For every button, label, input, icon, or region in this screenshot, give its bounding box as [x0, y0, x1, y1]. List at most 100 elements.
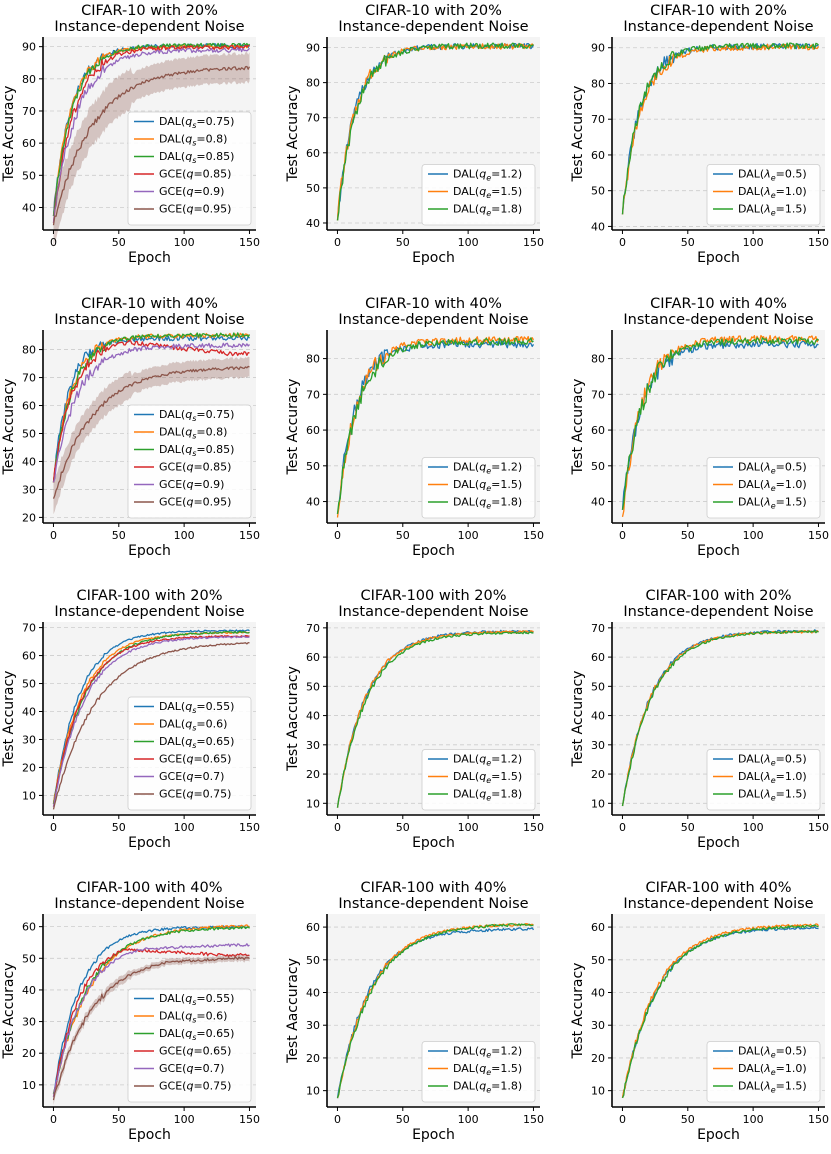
y-tick-label: 80	[306, 353, 320, 366]
x-tick-label: 0	[334, 236, 341, 249]
y-tick-label: 50	[22, 427, 36, 440]
legend-box	[706, 1041, 821, 1103]
legend-suffix: =0.85)	[193, 168, 231, 181]
legend-subscript: s	[192, 1033, 196, 1042]
x-tick-label: 0	[334, 529, 341, 542]
legend-subscript: s	[192, 998, 196, 1007]
legend-box	[421, 457, 536, 519]
legend-entry: DAL(λe=0.5)	[738, 753, 807, 768]
legend-subscript: e	[771, 484, 776, 493]
y-tick-label: 20	[306, 1052, 320, 1065]
legend-suffix: =1.5)	[491, 185, 522, 198]
legend-entry: GCE(q=0.75)	[159, 1080, 231, 1093]
legend-suffix: =1.5)	[491, 478, 522, 491]
x-axis-label: Epoch	[697, 543, 740, 559]
legend: DAL(λe=0.5)DAL(λe=1.0)DAL(λe=1.5)	[706, 1041, 821, 1103]
series-line-2	[336, 43, 535, 221]
subplot-11: 10 20 30 40 50 60 0 50 100 150 CIFAR-100 with 40%I…	[285, 880, 544, 1143]
y-axis-label: Test Accuracy	[1, 671, 17, 768]
legend-subscript: s	[192, 741, 196, 750]
legend-entry: DAL(qe=1.8)	[453, 203, 522, 218]
legend-suffix: =0.5)	[776, 168, 807, 181]
legend-entry: DAL(qs=0.85)	[159, 150, 234, 165]
legend-symbol: q	[185, 735, 192, 748]
series-line-1	[52, 335, 251, 483]
subplot-4: 20 30 40 50 60 70 80 0 50 100 150 CIFAR-10 with 40%…	[1, 296, 260, 559]
legend-symbol: q	[185, 700, 192, 713]
subplot-6: 40 50 60 70 80 0 50 100 150 CIFAR-10 with 40%Inst…	[570, 296, 829, 559]
legend-entry: DAL(λe=1.5)	[738, 788, 807, 803]
legend-entry: DAL(qe=1.8)	[453, 788, 522, 803]
legend-subscript: e	[771, 209, 776, 218]
y-tick-label: 10	[591, 1085, 605, 1098]
legend-entry: DAL(qe=1.5)	[453, 1062, 522, 1077]
legend-prefix: DAL(	[159, 133, 185, 146]
legend-entry: GCE(q=0.85)	[159, 461, 231, 474]
legend-prefix: GCE(	[159, 1045, 186, 1058]
legend-symbol: q	[479, 461, 486, 474]
y-tick-label: 40	[22, 984, 36, 997]
legend-suffix: =0.5)	[776, 753, 807, 766]
legend-symbol: q	[186, 203, 193, 216]
legend-suffix: =0.5)	[776, 1045, 807, 1058]
legend-prefix: DAL(	[738, 496, 764, 509]
legend-suffix: =0.75)	[193, 788, 231, 801]
legend-symbol: q	[186, 185, 193, 198]
y-tick-label: 40	[306, 987, 320, 1000]
subplot-9: 10 20 30 40 50 60 70 0 50 100 150 CIFAR-100 with 20…	[570, 588, 829, 851]
legend-symbol: q	[479, 185, 486, 198]
legend-entry: DAL(qe=1.5)	[453, 478, 522, 493]
chart-subtitle: Instance-dependent Noise	[54, 19, 244, 35]
legend-subscript: s	[192, 156, 196, 165]
legend: DAL(λe=0.5)DAL(λe=1.0)DAL(λe=1.5)	[706, 749, 821, 811]
y-axis-label: Test Accuracy	[570, 671, 586, 768]
y-tick-label: 80	[591, 353, 605, 366]
legend-prefix: DAL(	[453, 478, 479, 491]
subplot-12: 10 20 30 40 50 60 0 50 100 150 CIFAR-100 with 40%I…	[570, 880, 829, 1143]
legend-subscript: e	[486, 502, 491, 511]
y-tick-label: 30	[306, 1019, 320, 1032]
series-line-6	[52, 641, 250, 810]
x-tick-label: 150	[523, 1113, 544, 1126]
legend-suffix: =0.75)	[196, 408, 234, 421]
legend-prefix: DAL(	[738, 770, 764, 783]
x-tick-label: 0	[334, 821, 341, 834]
legend-suffix: =1.2)	[491, 461, 522, 474]
legend-prefix: DAL(	[159, 115, 185, 128]
legend-suffix: =0.65)	[193, 753, 231, 766]
legend-prefix: DAL(	[738, 185, 764, 198]
y-axis-label: Test Aaccuracy	[285, 666, 301, 772]
legend-symbol: λ	[763, 203, 771, 216]
y-tick-label: 60	[306, 424, 320, 437]
legend-entry: DAL(qs=0.75)	[159, 408, 234, 423]
y-tick-label: 70	[306, 388, 320, 401]
legend-prefix: GCE(	[159, 185, 186, 198]
y-tick-label: 90	[591, 42, 605, 55]
legend-box	[127, 988, 252, 1103]
legend-suffix: =1.5)	[776, 1080, 807, 1093]
series-line-4	[52, 948, 250, 1098]
x-tick-label: 150	[808, 529, 829, 542]
legend-prefix: GCE(	[159, 1080, 186, 1093]
chart-subtitle: Instance-dependent Noise	[338, 896, 528, 912]
legend-symbol: λ	[763, 788, 771, 801]
x-axis-label: Epoch	[128, 1127, 171, 1143]
subplot-1: 40 50 60 70 80 90 0 50 100 150 CIFAR-10 with 20%In…	[1, 3, 260, 266]
y-tick-label: 70	[22, 622, 36, 635]
legend-suffix: =1.2)	[491, 1045, 522, 1058]
legend-subscript: s	[192, 724, 196, 733]
legend-prefix: DAL(	[738, 1045, 764, 1058]
legend-entry: DAL(qs=0.8)	[159, 426, 227, 441]
legend-subscript: e	[486, 209, 491, 218]
legend-symbol: q	[185, 718, 192, 731]
legend-suffix: =1.0)	[776, 1062, 807, 1075]
y-axis-label: Test Accuracy	[570, 379, 586, 476]
legend-suffix: =1.5)	[491, 770, 522, 783]
legend-entry: DAL(qe=1.2)	[453, 461, 522, 476]
legend-symbol: λ	[763, 1080, 771, 1093]
legend-prefix: DAL(	[738, 1080, 764, 1093]
legend-symbol: q	[479, 168, 486, 181]
series-line-6	[52, 956, 250, 1101]
legend-suffix: =0.55)	[196, 992, 234, 1005]
chart-subtitle: Instance-dependent Noise	[623, 19, 813, 35]
